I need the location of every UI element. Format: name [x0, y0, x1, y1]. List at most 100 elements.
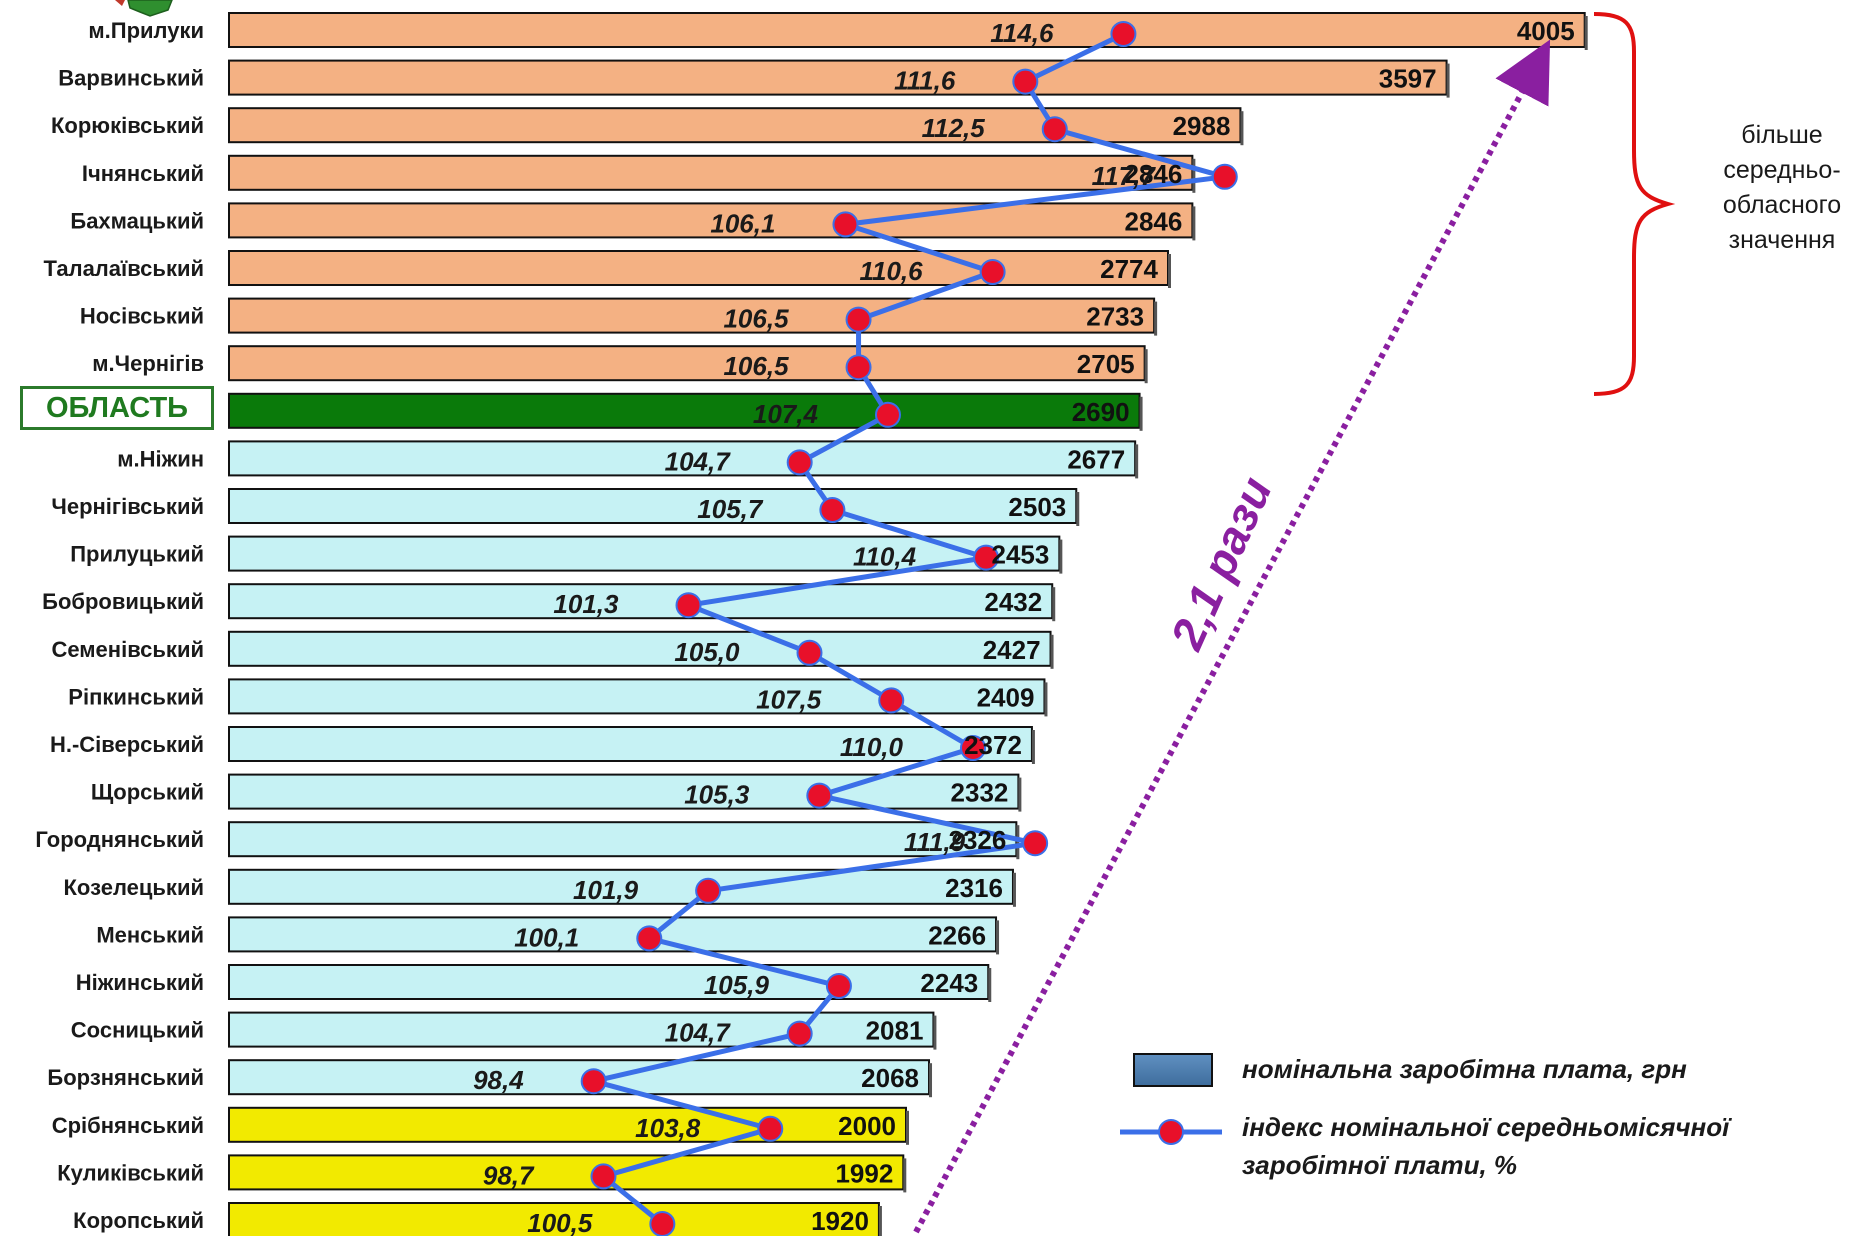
- index-point-21: [825, 973, 852, 999]
- index-point-6: [979, 259, 1006, 285]
- category-label-17: Щорський: [91, 780, 204, 805]
- bar-shadow-25: [903, 1158, 907, 1193]
- bar-18: [228, 821, 1018, 858]
- bar-shadow-19: [1012, 872, 1016, 907]
- bar-23: [228, 1059, 931, 1096]
- legend-line-text-2: заробітної плати, %: [1242, 1150, 1518, 1180]
- bar-25: [228, 1154, 905, 1191]
- index-point-4: [1211, 163, 1238, 190]
- category-label-5: Бахмацький: [70, 208, 204, 233]
- bar-shadow-17: [1018, 777, 1022, 812]
- bar-shadow-11: [1076, 492, 1080, 526]
- note-line-3: обласного: [1722, 191, 1842, 219]
- bar-13: [228, 583, 1054, 620]
- index-label-25: 98,7: [483, 1160, 535, 1190]
- value-label-3: 2988: [1173, 111, 1231, 141]
- category-label-12: Прилуцький: [70, 542, 204, 567]
- index-label-24: 103,8: [635, 1113, 701, 1143]
- bar-shadow-21: [988, 968, 992, 1002]
- category-label-2: Варвинський: [58, 66, 204, 91]
- value-label-13: 2432: [984, 587, 1042, 617]
- bar-shadow-2: [1446, 63, 1450, 98]
- value-label-7: 2733: [1086, 302, 1144, 332]
- index-label-16: 110,0: [840, 732, 904, 762]
- bar-7: [228, 297, 1156, 334]
- category-label-3: Корюківський: [51, 113, 204, 138]
- above-average-note: більше середньо- обласного значення: [1700, 118, 1864, 258]
- index-label-11: 105,7: [697, 494, 764, 524]
- index-point-26: [649, 1211, 676, 1236]
- index-label-18: 111,9: [904, 827, 966, 857]
- bar-shadow-26: [878, 1206, 882, 1236]
- category-label-16: Н.-Сіверський: [50, 732, 204, 757]
- index-point-5: [832, 211, 859, 238]
- value-label-21: 2243: [920, 968, 978, 998]
- bar-5: [228, 202, 1194, 239]
- category-label-18: Городнянський: [35, 827, 204, 852]
- oblast-label-box: ОБЛАСТЬ: [20, 386, 214, 430]
- bar-8: [228, 345, 1146, 382]
- map-fragment-icon: [115, 0, 173, 17]
- bar-shadow-3: [1240, 111, 1244, 146]
- index-label-10: 104,7: [665, 446, 732, 476]
- category-label-20: Менський: [96, 922, 204, 947]
- index-point-13: [675, 592, 702, 619]
- index-line-layer: [580, 21, 1238, 1236]
- legend-bar-swatch: [1133, 1053, 1213, 1087]
- bars-layer: [228, 12, 1588, 1236]
- category-label-15: Ріпкинський: [68, 684, 204, 709]
- value-label-22: 2081: [866, 1016, 924, 1046]
- bar-shadow-23: [929, 1063, 933, 1098]
- index-label-1: 114,6: [990, 18, 1054, 48]
- index-label-22: 104,7: [665, 1018, 732, 1048]
- bar-shadow-12: [1059, 539, 1063, 574]
- category-label-8: м.Чернігів: [92, 351, 204, 376]
- index-label-23: 98,4: [473, 1065, 524, 1095]
- oblast-label: ОБЛАСТЬ: [45, 391, 189, 424]
- index-point-19: [695, 877, 722, 904]
- index-label-7: 106,5: [723, 304, 789, 334]
- bar-shadow-5: [1192, 206, 1196, 241]
- labels-layer: м.Прилуки 4005 114,6 Варвинський 3597 111,6 Ко…: [35, 16, 1574, 1236]
- note-line-1: більше: [1741, 121, 1823, 149]
- value-label-8: 2705: [1077, 349, 1135, 379]
- bar-shadow-9: [1139, 396, 1143, 431]
- value-label-17: 2332: [951, 778, 1009, 808]
- index-point-12: [973, 544, 1000, 571]
- value-label-2: 3597: [1379, 64, 1437, 94]
- index-label-19: 101,9: [573, 875, 639, 905]
- bar-shadow-14: [1050, 634, 1054, 669]
- bar-shadow-6: [1167, 254, 1171, 288]
- value-label-10: 2677: [1067, 444, 1125, 474]
- above-average-bracket: [1593, 12, 1676, 396]
- index-point-9: [874, 401, 901, 428]
- index-label-15: 107,5: [756, 684, 822, 714]
- bar-24: [228, 1106, 907, 1143]
- index-label-21: 105,9: [704, 970, 770, 1000]
- bar-shadow-24: [906, 1110, 909, 1145]
- value-label-6: 2774: [1100, 254, 1158, 284]
- value-label-1: 4005: [1517, 16, 1575, 46]
- value-label-16: 2372: [964, 730, 1022, 760]
- category-label-26: Коропський: [73, 1208, 204, 1233]
- index-point-20: [636, 925, 663, 952]
- note-line-4: значення: [1728, 226, 1836, 254]
- bar-shadow-15: [1044, 682, 1048, 717]
- index-label-2: 111,6: [894, 66, 956, 96]
- bar-shadow-13: [1052, 587, 1056, 622]
- bar-19: [228, 868, 1014, 905]
- index-label-13: 101,3: [553, 589, 619, 619]
- bar-shadow-10: [1135, 444, 1139, 479]
- bar-1: [228, 12, 1586, 48]
- value-label-18: 2326: [949, 825, 1007, 855]
- ratio-arrow: [913, 39, 1551, 1234]
- bar-21: [228, 964, 990, 1000]
- index-label-5: 106,1: [710, 208, 775, 238]
- bar-shadow-16: [1031, 730, 1035, 764]
- bar-11: [228, 488, 1078, 524]
- bar-9: [228, 392, 1141, 429]
- category-label-19: Козелецький: [64, 875, 205, 900]
- index-point-7: [845, 306, 872, 333]
- value-label-23: 2068: [861, 1063, 919, 1093]
- bar-shadow-20: [996, 920, 1000, 955]
